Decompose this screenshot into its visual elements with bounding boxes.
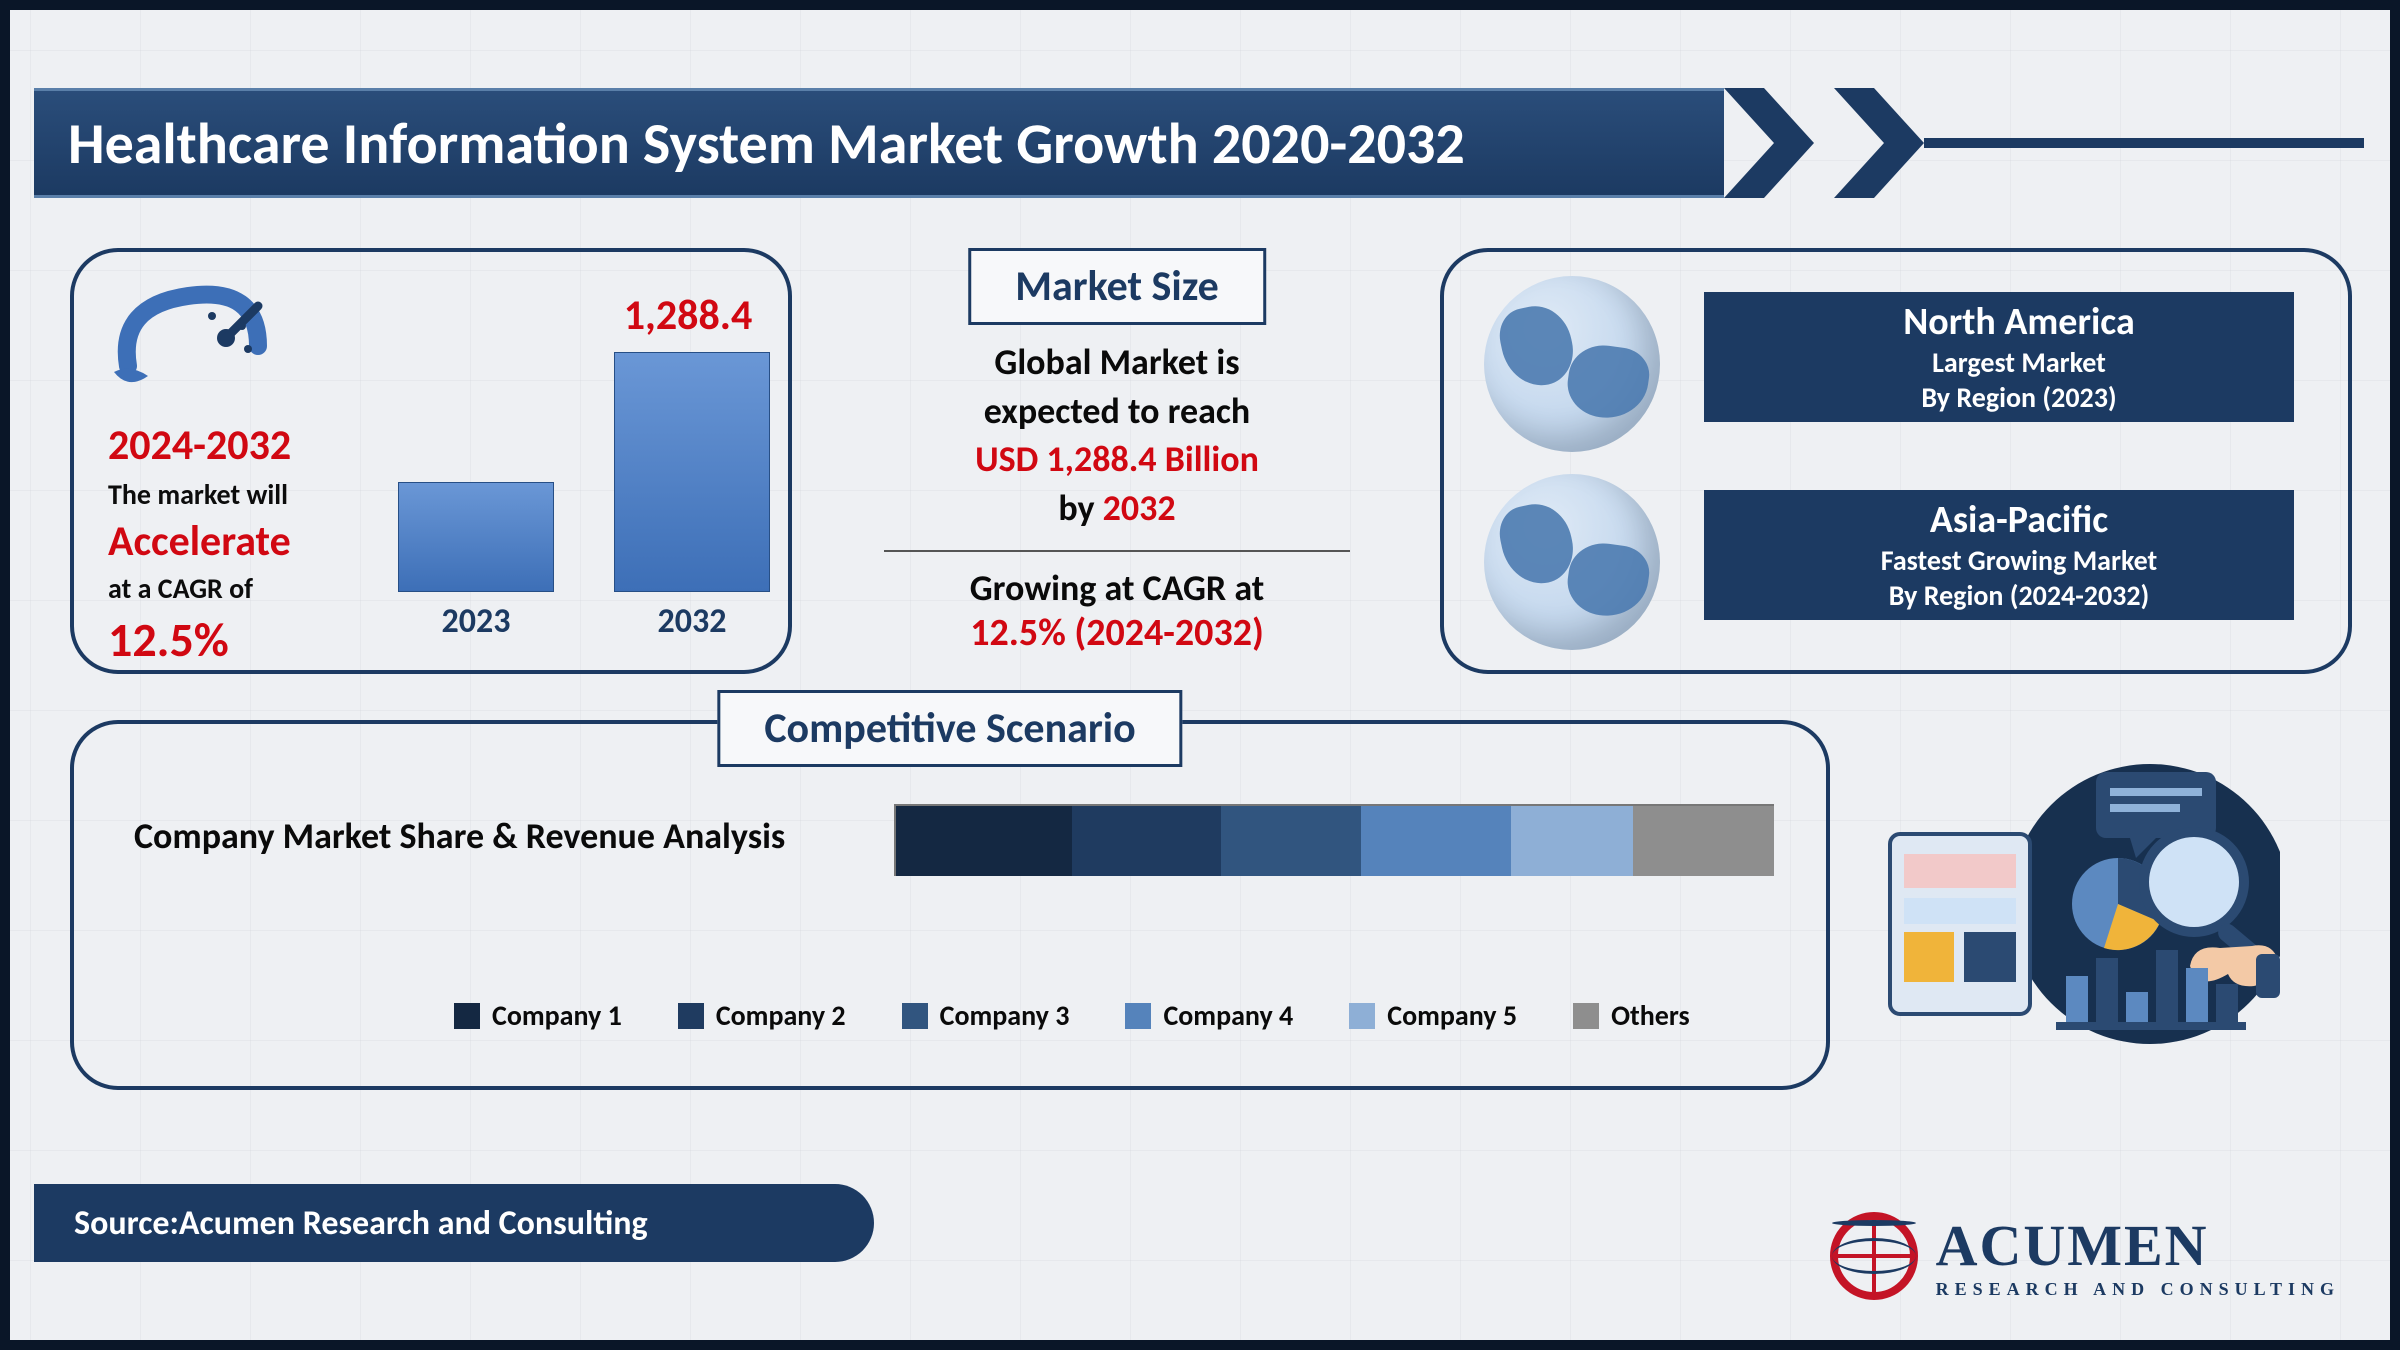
legend-item: Company 3 xyxy=(902,998,1070,1033)
stacked-segment xyxy=(1072,806,1221,876)
region1-line2: By Region (2023) xyxy=(1774,380,2264,415)
stacked-segment xyxy=(896,806,1072,876)
region1-name: North America xyxy=(1774,299,2264,345)
accel-word: Accelerate xyxy=(108,516,291,567)
legend-label: Company 2 xyxy=(716,998,846,1033)
stacked-segment xyxy=(1361,806,1510,876)
legend-item: Company 1 xyxy=(454,998,622,1033)
mini-bar-chart: 1,288.4 2023 2032 xyxy=(398,290,778,650)
legend-swatch xyxy=(1125,1003,1151,1029)
divider xyxy=(884,550,1350,552)
banner-tail xyxy=(1924,138,2364,148)
globe-icon xyxy=(1484,474,1660,650)
market-size-card: Market Size Global Market is expected to… xyxy=(826,248,1408,674)
region-north-america: North America Largest Market By Region (… xyxy=(1704,292,2294,422)
ms-by-prefix: by xyxy=(1058,486,1102,530)
bar-value-2032: 1,288.4 xyxy=(598,290,778,341)
legend-swatch xyxy=(902,1003,928,1029)
logo-sub: RESEARCH AND CONSULTING xyxy=(1936,1279,2340,1300)
stacked-bar xyxy=(894,804,1774,876)
chevron-icon xyxy=(1724,88,1814,198)
legend-item: Company 5 xyxy=(1349,998,1517,1033)
globe-logo-icon xyxy=(1830,1212,1918,1300)
legend-label: Company 4 xyxy=(1163,998,1293,1033)
legend-swatch xyxy=(678,1003,704,1029)
region2-name: Asia-Pacific xyxy=(1774,497,2264,543)
legend-item: Company 2 xyxy=(678,998,846,1033)
title-bar: Healthcare Information System Market Gro… xyxy=(34,88,1724,198)
region2-line1: Fastest Growing Market xyxy=(1774,543,2264,578)
region1-line1: Largest Market xyxy=(1774,345,2264,380)
legend-label: Company 3 xyxy=(940,998,1070,1033)
chevron-icon xyxy=(1834,88,1924,198)
stacked-segment xyxy=(1511,806,1634,876)
brand-logo: ACUMEN RESEARCH AND CONSULTING xyxy=(1830,1212,2340,1300)
stacked-segment xyxy=(1221,806,1361,876)
infographic-frame: Healthcare Information System Market Gro… xyxy=(10,10,2390,1340)
competitive-title: Competitive Scenario xyxy=(717,690,1182,767)
market-size-title: Market Size xyxy=(968,248,1266,325)
ms-value: USD 1,288.4 Billion xyxy=(826,435,1408,484)
bar-label-2032: 2032 xyxy=(614,601,770,642)
legend-item: Others xyxy=(1573,998,1690,1033)
source-pill: Source: Acumen Research and Consulting xyxy=(34,1184,874,1262)
source-text: Acumen Research and Consulting xyxy=(179,1203,648,1244)
accel-line2: The market will xyxy=(108,477,291,512)
market-size-body: Global Market is expected to reach USD 1… xyxy=(826,338,1408,656)
region-asia-pacific: Asia-Pacific Fastest Growing Market By R… xyxy=(1704,490,2294,620)
globe-icon xyxy=(1484,276,1660,452)
ms-line1: Global Market is xyxy=(826,338,1408,387)
legend-label: Others xyxy=(1611,998,1690,1033)
ms-growing: Growing at CAGR at xyxy=(826,566,1408,610)
forecast-period: 2024-2032 xyxy=(108,420,291,471)
stacked-segment xyxy=(1633,806,1773,876)
bar-2023 xyxy=(398,482,554,592)
ms-cagr-val: 12.5% (2024-2032) xyxy=(826,610,1408,656)
ms-line2: expected to reach xyxy=(826,387,1408,436)
regions-card: North America Largest Market By Region (… xyxy=(1440,248,2352,674)
legend-swatch xyxy=(454,1003,480,1029)
ms-by-year: 2032 xyxy=(1103,486,1176,530)
legend-label: Company 5 xyxy=(1387,998,1517,1033)
legend-label: Company 1 xyxy=(492,998,622,1033)
competitive-card: Competitive Scenario Company Market Shar… xyxy=(70,720,1830,1090)
ms-by: by 2032 xyxy=(826,484,1408,533)
logo-text: ACUMEN RESEARCH AND CONSULTING xyxy=(1936,1212,2340,1300)
page-title: Healthcare Information System Market Gro… xyxy=(68,108,1465,179)
source-prefix: Source: xyxy=(74,1203,179,1244)
region2-line2: By Region (2024-2032) xyxy=(1774,578,2264,613)
accelerate-text: 2024-2032 The market will Accelerate at … xyxy=(108,420,291,669)
share-area: Company Market Share & Revenue Analysis … xyxy=(134,814,1766,858)
legend-item: Company 4 xyxy=(1125,998,1293,1033)
accel-line4: at a CAGR of xyxy=(108,571,291,606)
legend-swatch xyxy=(1349,1003,1375,1029)
analytics-icon xyxy=(1860,754,2280,1064)
bar-2032 xyxy=(614,352,770,592)
accelerate-card: 2024-2032 The market will Accelerate at … xyxy=(70,248,792,674)
bar-label-2023: 2023 xyxy=(398,601,554,642)
logo-main: ACUMEN xyxy=(1936,1212,2340,1279)
share-label: Company Market Share & Revenue Analysis xyxy=(134,814,785,858)
accel-cagr: 12.5% xyxy=(108,610,291,669)
legend: Company 1 Company 2 Company 3 Company 4 Comp… xyxy=(454,998,1690,1033)
title-banner: Healthcare Information System Market Gro… xyxy=(34,88,2366,198)
speedometer-icon xyxy=(108,276,268,396)
legend-swatch xyxy=(1573,1003,1599,1029)
